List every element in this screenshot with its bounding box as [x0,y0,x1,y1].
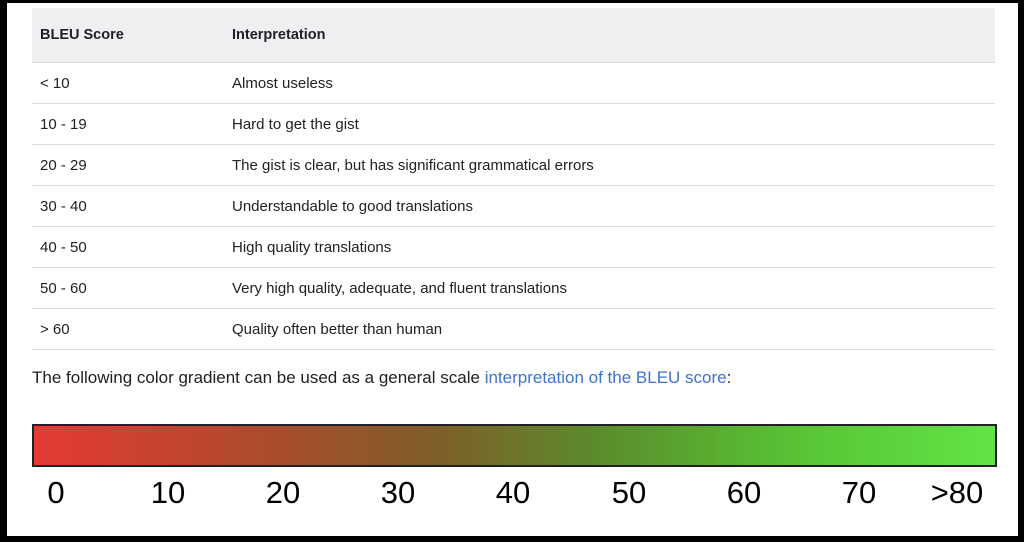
gradient-note: The following color gradient can be used… [32,368,731,388]
score-cell: < 10 [32,62,224,104]
bleu-table: BLEU Score Interpretation < 10 Almost us… [32,8,995,350]
score-cell: 50 - 60 [32,267,224,309]
scale-label-20: 20 [265,475,301,510]
score-cell: 20 - 29 [32,144,224,186]
interpretation-cell: Quality often better than human [224,308,995,350]
interpretation-cell: Almost useless [224,62,995,104]
score-cell: 30 - 40 [32,185,224,227]
bleu-interpretation-link[interactable]: interpretation of the BLEU score [484,368,727,387]
scale-label-50: 50 [611,475,647,510]
table-row: 50 - 60 Very high quality, adequate, and… [32,267,995,309]
table-row: 10 - 19 Hard to get the gist [32,103,995,145]
table-row: 40 - 50 High quality translations [32,226,995,268]
interpretation-cell: High quality translations [224,226,995,268]
scale-label-60: 60 [726,475,762,510]
table-row: < 10 Almost useless [32,62,995,104]
score-cell: > 60 [32,308,224,350]
table-row: 30 - 40 Understandable to good translati… [32,185,995,227]
scale-label-0: 0 [47,475,65,510]
color-gradient-bar [32,424,997,467]
scale-label-10: 10 [150,475,186,510]
header-bleu-score: BLEU Score [32,8,224,63]
header-interpretation: Interpretation [224,8,995,63]
scale-label-80-plus: >80 [930,475,984,510]
scale-label-70: 70 [841,475,877,510]
gradient-scale-labels: 0 10 20 30 40 50 60 70 >80 [32,475,997,515]
score-cell: 10 - 19 [32,103,224,145]
scale-label-30: 30 [380,475,416,510]
note-suffix: : [726,368,732,387]
table-header-row: BLEU Score Interpretation [32,8,995,63]
interpretation-cell: The gist is clear, but has significant g… [224,144,995,186]
table-row: 20 - 29 The gist is clear, but has signi… [32,144,995,186]
interpretation-cell: Understandable to good translations [224,185,995,227]
interpretation-cell: Hard to get the gist [224,103,995,145]
scale-label-40: 40 [495,475,531,510]
score-cell: 40 - 50 [32,226,224,268]
note-text: The following color gradient can be used… [32,368,480,387]
interpretation-cell: Very high quality, adequate, and fluent … [224,267,995,309]
table-row: > 60 Quality often better than human [32,308,995,350]
content-card: BLEU Score Interpretation < 10 Almost us… [7,3,1018,536]
